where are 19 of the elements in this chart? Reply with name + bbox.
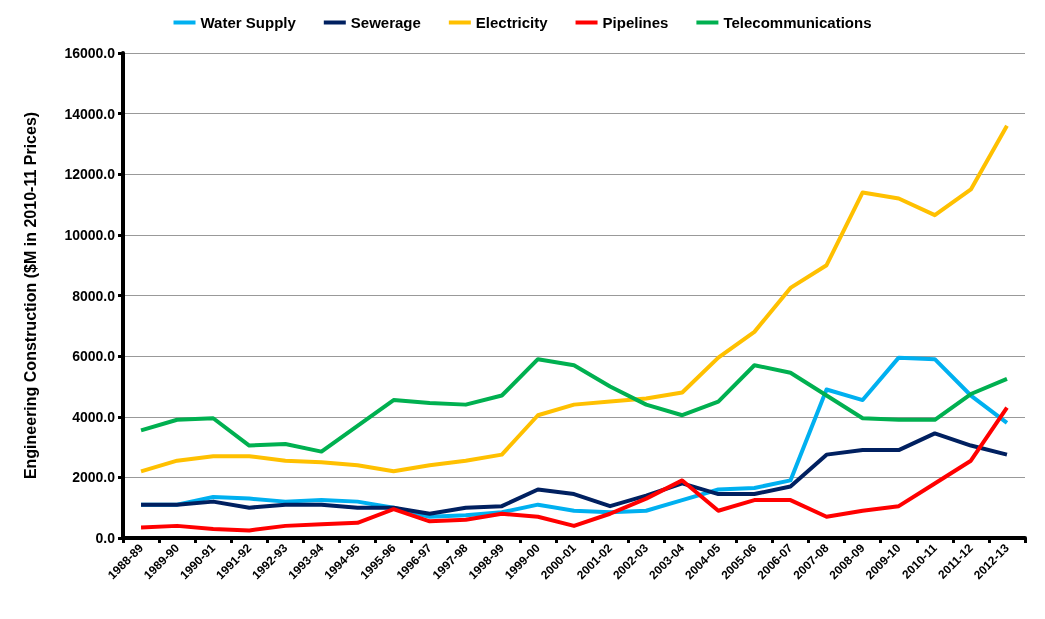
y-tick-label: 14000.0 — [64, 105, 116, 122]
y-tick-label: 10000.0 — [64, 226, 116, 243]
line-series — [139, 357, 1009, 454]
y-tick-label: 8000.0 — [72, 287, 116, 304]
y-tick-label: 2000.0 — [72, 469, 116, 486]
y-axis-title: Engineering Construction ($M in 2010-11 Prices) — [21, 111, 39, 480]
y-tick-label: 4000.0 — [72, 408, 116, 425]
y-tick-label: 0.0 — [95, 530, 116, 546]
legend-label: Telecommunications — [723, 14, 872, 31]
y-tick-label: 16000.0 — [64, 45, 116, 61]
legend-label: Pipelines — [602, 14, 669, 31]
legend-label: Electricity — [475, 14, 549, 31]
y-tick-label: 6000.0 — [72, 348, 116, 365]
y-tick-label: 12000.0 — [64, 166, 116, 183]
line-series — [139, 123, 1009, 474]
line-series — [139, 405, 1009, 533]
line-series — [139, 431, 1009, 516]
legend-label: Sewerage — [350, 14, 421, 31]
legend-label: Water Supply — [200, 14, 297, 31]
